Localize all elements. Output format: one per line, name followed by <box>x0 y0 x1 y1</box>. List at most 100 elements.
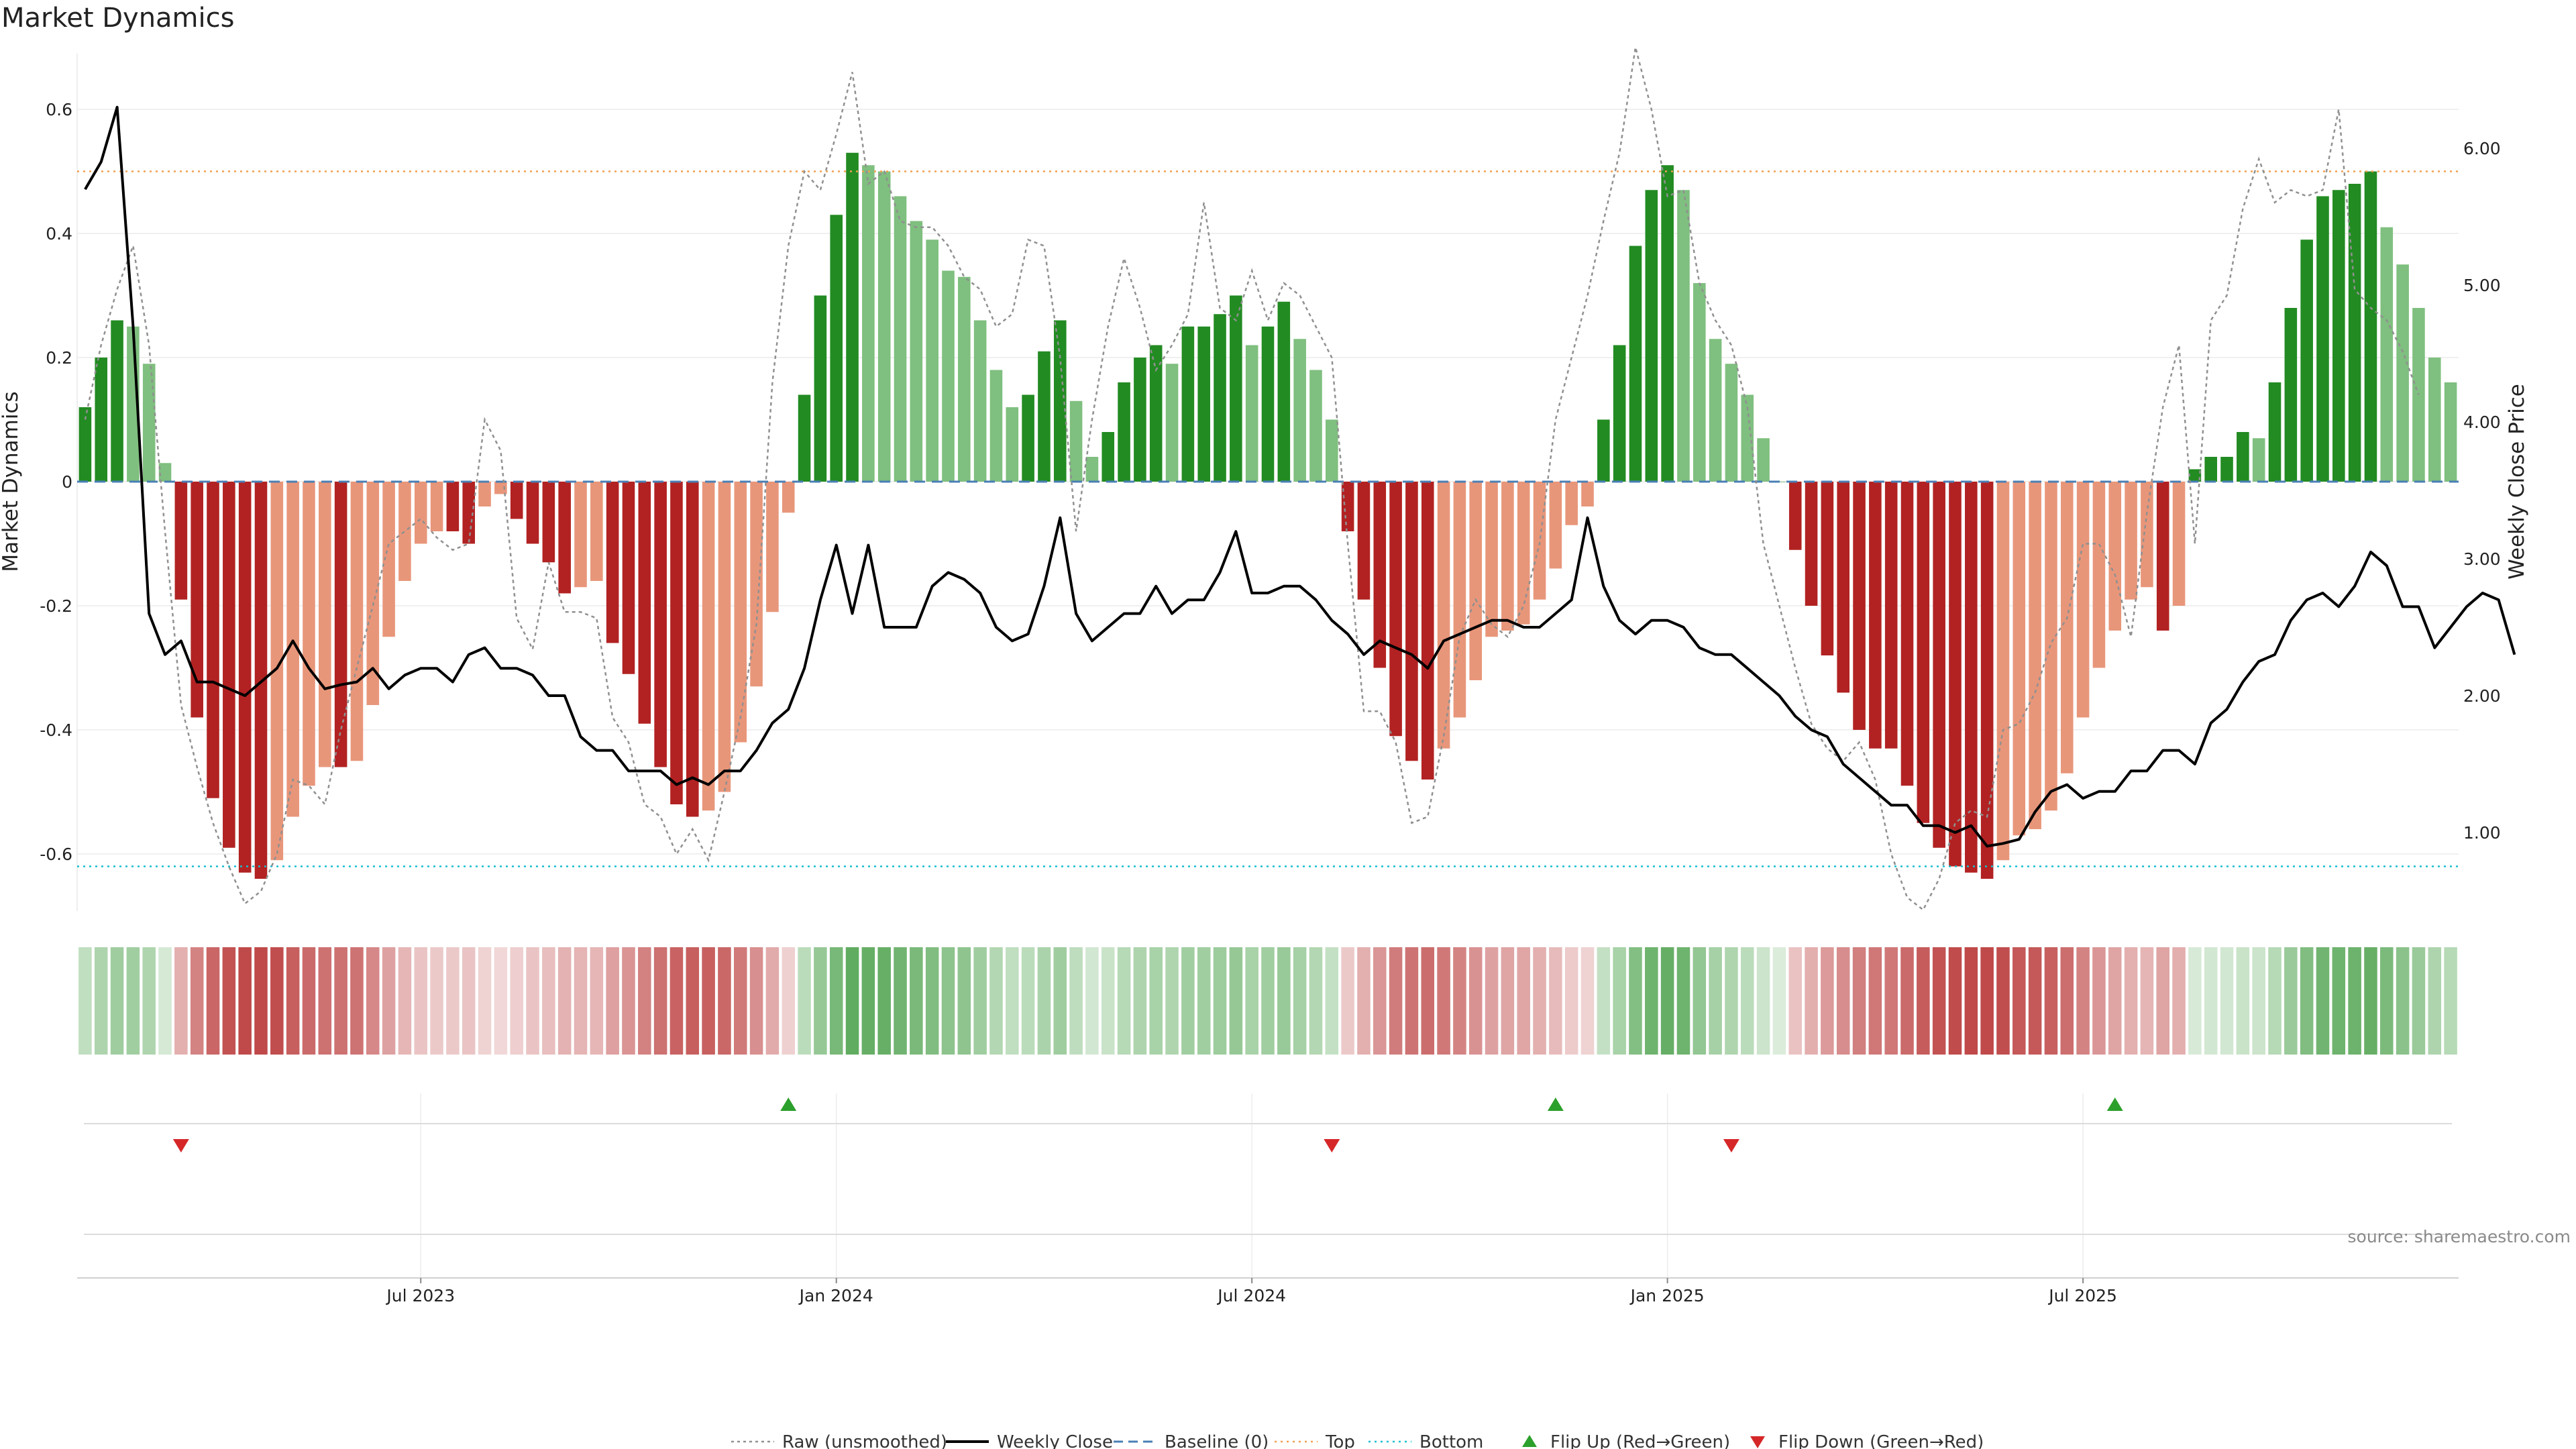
bar <box>1853 482 1866 730</box>
heat-cell <box>1133 947 1147 1055</box>
x-tick-label: Jan 2024 <box>798 1286 873 1305</box>
heat-cell <box>78 947 92 1055</box>
heat-cell <box>126 947 140 1055</box>
bar <box>462 482 476 544</box>
bar <box>1645 190 1658 482</box>
heat-cell <box>1772 947 1786 1055</box>
bar <box>877 171 891 482</box>
heat-cell <box>1693 947 1707 1055</box>
bar <box>2237 432 2249 482</box>
heat-cell <box>2140 947 2154 1055</box>
heat-cell <box>2044 947 2058 1055</box>
heat-cell <box>1900 947 1914 1055</box>
bar <box>1757 438 1770 482</box>
heat-cell <box>2444 947 2457 1055</box>
bar <box>846 152 859 482</box>
bar <box>1277 301 1291 482</box>
heat-cell <box>366 947 380 1055</box>
bar <box>1118 382 1130 482</box>
heat-cell <box>1660 947 1674 1055</box>
heat-cell <box>1421 947 1435 1055</box>
heat-cell <box>1197 947 1211 1055</box>
bar <box>1613 345 1626 482</box>
heat-cell <box>2236 947 2250 1055</box>
bar <box>446 482 460 531</box>
heat-cell <box>1468 947 1483 1055</box>
bar <box>1181 326 1195 482</box>
heat-cell <box>494 947 508 1055</box>
heat-cell <box>1917 947 1930 1055</box>
legend-swatch <box>1522 1435 1537 1447</box>
heat-cell <box>669 947 684 1055</box>
bar <box>718 482 731 792</box>
bar <box>2252 438 2265 482</box>
heat-cell <box>845 947 859 1055</box>
legend-entry: Baseline (0) <box>1114 1432 1269 1449</box>
heat-cell <box>2220 947 2234 1055</box>
bar <box>1677 190 1690 482</box>
heat-cell <box>1165 947 1179 1055</box>
heat-cell <box>957 947 971 1055</box>
heat-strip <box>78 947 2457 1055</box>
heat-cell <box>1932 947 1946 1055</box>
bar <box>398 482 411 581</box>
bar <box>78 407 92 482</box>
heat-cell <box>1037 947 1051 1055</box>
heat-cell <box>765 947 780 1055</box>
heat-cell <box>1501 947 1515 1055</box>
heat-cell <box>1309 947 1323 1055</box>
heat-cell <box>414 947 428 1055</box>
bar <box>238 482 252 873</box>
bar <box>1565 482 1578 525</box>
bar <box>1102 432 1115 482</box>
bar <box>1469 482 1483 680</box>
bar <box>1165 364 1179 482</box>
y2-tick-label: 3.00 <box>2463 549 2501 569</box>
heat-cell <box>638 947 651 1055</box>
bar <box>334 482 347 767</box>
heat-cell <box>2252 947 2265 1055</box>
heat-cell <box>2092 947 2106 1055</box>
heat-cell <box>174 947 188 1055</box>
heat-cell <box>1229 947 1243 1055</box>
heat-cell <box>1117 947 1131 1055</box>
bar <box>366 482 380 705</box>
heat-cell <box>1821 947 1834 1055</box>
bar <box>2300 239 2313 482</box>
heat-cell <box>2364 947 2377 1055</box>
bars <box>78 152 2457 879</box>
bar <box>734 482 747 743</box>
heat-cell <box>510 947 523 1055</box>
heat-cell <box>1868 947 1882 1055</box>
legend: Raw (unsmoothed) Weekly Close Baseline (0)… <box>731 1432 1984 1449</box>
heat-cell <box>894 947 907 1055</box>
heat-cell <box>158 947 172 1055</box>
heat-cell <box>270 947 284 1055</box>
heat-cell <box>446 947 460 1055</box>
heat-cell <box>1213 947 1227 1055</box>
heat-cell <box>590 947 604 1055</box>
bar <box>2380 227 2394 482</box>
bar <box>1006 407 1019 482</box>
bar <box>926 239 938 482</box>
heat-cell <box>1580 947 1595 1055</box>
heat-cell <box>2396 947 2410 1055</box>
heat-cell <box>2188 947 2202 1055</box>
bar <box>750 482 763 687</box>
heat-cell <box>989 947 1003 1055</box>
y-tick-label: -0.2 <box>40 596 72 616</box>
heat-cell <box>1964 947 1978 1055</box>
bar <box>1230 295 1242 482</box>
bar <box>1581 482 1594 506</box>
bar <box>1261 326 1275 482</box>
bar <box>2268 382 2282 482</box>
bar <box>1533 482 1546 600</box>
heat-cell <box>2012 947 2026 1055</box>
heat-cell <box>1996 947 2010 1055</box>
heat-cell <box>462 947 476 1055</box>
heat-cell <box>1597 947 1611 1055</box>
bar <box>989 370 1003 482</box>
heat-cell <box>2380 947 2394 1055</box>
heat-cell <box>2316 947 2330 1055</box>
bar <box>303 482 315 786</box>
